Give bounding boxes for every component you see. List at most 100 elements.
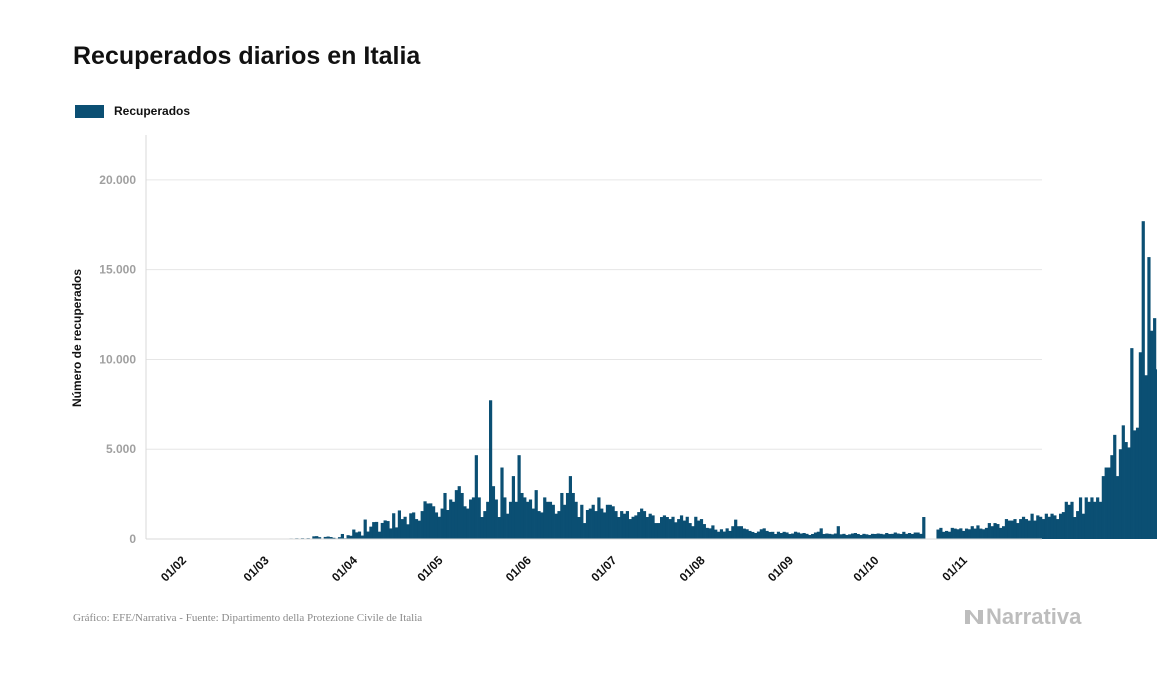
- bar: [1059, 513, 1063, 539]
- bar: [950, 527, 954, 539]
- bar: [836, 526, 840, 539]
- bar: [1033, 520, 1037, 539]
- bar: [962, 530, 966, 539]
- bar: [722, 531, 726, 539]
- bar: [651, 515, 655, 539]
- x-tick-label: 01/03: [241, 553, 272, 584]
- bar: [736, 526, 741, 539]
- bar: [523, 497, 527, 539]
- bar: [440, 508, 444, 539]
- bar: [922, 517, 926, 539]
- bar: [414, 519, 419, 539]
- bar: [947, 531, 952, 539]
- bar: [1096, 497, 1100, 539]
- bar: [318, 537, 322, 539]
- bar: [329, 537, 333, 539]
- bar: [574, 501, 578, 539]
- bar: [1110, 455, 1114, 539]
- x-tick-label: 01/08: [677, 553, 708, 584]
- source-note: Gráfico: EFE/Narrativa - Fuente: Diparti…: [73, 612, 423, 624]
- y-tick-label: 20.000: [99, 173, 136, 187]
- bar: [580, 504, 584, 539]
- bar: [688, 523, 692, 539]
- bar: [691, 526, 695, 539]
- bar: [531, 508, 535, 539]
- bar: [665, 517, 669, 539]
- bar: [543, 497, 547, 539]
- bar: [796, 532, 800, 539]
- bar: [471, 497, 476, 539]
- bar: [497, 517, 501, 539]
- bar: [511, 476, 515, 539]
- brand-name: Narrativa: [986, 604, 1082, 629]
- bar: [1004, 519, 1009, 539]
- bar: [628, 519, 632, 539]
- bar: [956, 529, 960, 539]
- bar: [785, 532, 789, 539]
- bar: [386, 521, 390, 539]
- bar: [979, 528, 983, 539]
- bar: [1021, 516, 1026, 539]
- bar: [882, 534, 886, 539]
- bar: [685, 516, 689, 539]
- x-tick-label: 01/10: [850, 553, 881, 584]
- bar: [1098, 501, 1103, 539]
- bar: [1044, 513, 1048, 539]
- bar: [719, 529, 724, 539]
- bar: [1118, 449, 1123, 539]
- bar: [403, 516, 407, 539]
- bar: [1027, 520, 1031, 539]
- bar: [486, 501, 490, 539]
- bar: [702, 524, 706, 539]
- bar: [383, 520, 387, 539]
- bar: [611, 506, 615, 539]
- bar: [352, 529, 356, 539]
- bar: [1024, 519, 1028, 539]
- bar: [1101, 476, 1105, 539]
- bar: [754, 533, 758, 539]
- bar: [494, 499, 498, 539]
- bar: [429, 503, 433, 539]
- bar: [631, 516, 635, 539]
- bar: [1138, 352, 1142, 539]
- bar: [734, 519, 738, 539]
- bar: [671, 516, 675, 539]
- bar: [540, 512, 544, 539]
- bar: [1141, 221, 1145, 539]
- bar: [372, 522, 376, 539]
- bar: [828, 533, 832, 539]
- bar: [409, 513, 413, 539]
- bar: [420, 511, 424, 539]
- bar: [1084, 497, 1088, 539]
- bar: [811, 533, 815, 539]
- x-tick-label: 01/04: [329, 553, 360, 584]
- bar: [1150, 330, 1154, 539]
- bar: [976, 525, 980, 539]
- bar: [845, 534, 849, 539]
- bar: [902, 531, 906, 539]
- bar: [919, 533, 923, 539]
- bar: [565, 492, 570, 539]
- bar: [1153, 318, 1157, 539]
- bar: [660, 517, 664, 539]
- bar: [708, 528, 712, 539]
- bar: [554, 513, 558, 539]
- bar: [514, 501, 518, 539]
- bar: [346, 535, 350, 539]
- bar: [520, 492, 524, 539]
- bar: [888, 533, 892, 539]
- bar: [987, 523, 991, 539]
- bar: [859, 534, 863, 539]
- bar: [500, 467, 504, 539]
- bar: [563, 504, 567, 539]
- bar: [816, 531, 820, 539]
- bar: [1113, 434, 1117, 539]
- bar: [437, 516, 441, 539]
- bar: [340, 533, 344, 539]
- bar: [603, 512, 607, 539]
- bar: [759, 529, 763, 539]
- bar: [964, 528, 969, 539]
- bar: [762, 528, 766, 539]
- bar: [942, 531, 946, 539]
- bar: [412, 512, 416, 539]
